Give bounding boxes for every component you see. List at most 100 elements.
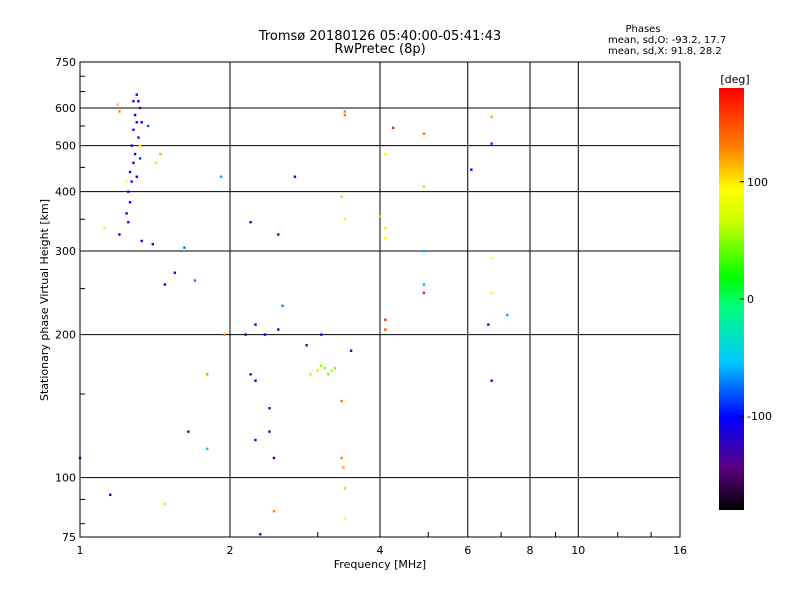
data-point <box>281 304 284 308</box>
y-axis-label: Stationary phase Virtual Height [km] <box>38 199 51 401</box>
chart-subtitle: RwPretec (8p) <box>334 42 425 57</box>
data-point <box>151 243 155 246</box>
data-point <box>384 328 387 331</box>
data-point <box>272 456 276 460</box>
data-point <box>116 103 119 106</box>
data-point <box>470 168 473 171</box>
data-point <box>268 430 271 433</box>
data-point <box>342 466 345 469</box>
data-point <box>333 366 337 370</box>
data-point <box>109 493 112 497</box>
data-point <box>193 279 197 282</box>
data-point <box>343 113 347 117</box>
phases-x-mean-sd: mean, sd,X: 91.8, 28.2 <box>608 46 722 57</box>
y-tick-labels: 75 100 200 300 400 500 600 750 <box>55 56 76 544</box>
data-point <box>159 152 162 156</box>
colorbar-tick-label: 100 <box>747 176 768 189</box>
data-point <box>205 447 209 451</box>
data-point <box>272 509 276 513</box>
data-point <box>219 175 223 178</box>
data-point <box>340 456 343 460</box>
data-point <box>422 283 426 286</box>
data-point <box>422 249 426 253</box>
y-tick-label: 600 <box>55 102 76 115</box>
data-point <box>183 246 186 249</box>
x-tick-label: 1 <box>77 544 84 557</box>
data-point <box>343 218 347 221</box>
data-point <box>490 256 493 260</box>
data-point <box>490 291 493 295</box>
data-point <box>133 113 137 117</box>
x-tick-label: 6 <box>464 544 471 557</box>
data-point <box>305 344 308 347</box>
data-point <box>320 364 323 367</box>
y-tick-label: 750 <box>55 56 76 69</box>
data-point <box>320 333 323 336</box>
data-point <box>343 110 347 113</box>
data-point <box>254 438 257 442</box>
data-point <box>254 323 257 326</box>
data-point <box>490 115 493 119</box>
data-point <box>154 161 158 165</box>
data-point <box>187 430 190 433</box>
colorbar-ticks: -100 0 100 <box>740 176 772 423</box>
y-tick-label: 400 <box>55 186 76 199</box>
data-point <box>384 152 387 156</box>
data-point <box>249 373 252 376</box>
y-tick-label: 500 <box>55 140 76 153</box>
data-point <box>137 100 140 103</box>
data-point <box>330 369 333 372</box>
data-point <box>130 144 133 147</box>
data-point <box>293 175 297 178</box>
data-point <box>343 517 347 520</box>
data-point <box>138 157 142 160</box>
data-point <box>422 291 426 295</box>
data-point <box>135 93 138 96</box>
data-point <box>323 366 327 370</box>
data-point <box>140 239 143 243</box>
chart-title: Tromsø 20180126 05:40:00-05:41:43 <box>258 29 501 44</box>
data-point <box>128 201 132 204</box>
data-point <box>138 144 142 147</box>
data-point <box>118 110 121 113</box>
x-tick-labels: 1 2 4 6 8 10 16 <box>77 544 688 557</box>
x-tick-label: 16 <box>673 544 687 557</box>
data-point <box>422 132 426 135</box>
data-point <box>137 136 140 139</box>
data-point <box>205 373 209 376</box>
data-point <box>490 379 493 382</box>
data-point <box>138 106 142 110</box>
data-point <box>309 373 312 376</box>
data-point <box>132 161 135 165</box>
x-tick-label: 2 <box>227 544 234 557</box>
data-point <box>349 349 353 352</box>
data-point <box>343 487 347 490</box>
y-tick-label: 200 <box>55 329 76 342</box>
data-point <box>103 227 106 230</box>
phases-legend: Phases mean, sd,O: -93.2, 17.7 mean, sd,… <box>608 24 726 57</box>
plot-frame <box>79 61 681 538</box>
data-point <box>127 220 130 224</box>
data-point <box>127 190 130 193</box>
data-point <box>277 328 280 331</box>
x-tick-label: 10 <box>571 544 585 557</box>
y-tick-label: 100 <box>55 472 76 485</box>
data-point <box>163 502 167 506</box>
x-axis-label: Frequency [MHz] <box>334 558 426 571</box>
phases-heading: Phases <box>625 24 660 35</box>
data-point <box>490 142 493 145</box>
data-point <box>316 369 319 372</box>
x-tick-label: 4 <box>377 544 384 557</box>
data-point <box>173 271 177 274</box>
data-point <box>378 215 382 218</box>
data-point <box>128 170 132 174</box>
data-point <box>249 220 252 224</box>
data-point <box>327 373 330 376</box>
data-point <box>340 195 343 199</box>
data-point <box>223 333 226 336</box>
data-point <box>130 180 133 183</box>
colorbar-tick-label: 0 <box>747 293 754 306</box>
colorbar-tick-label: -100 <box>747 410 772 423</box>
data-point <box>146 124 150 128</box>
